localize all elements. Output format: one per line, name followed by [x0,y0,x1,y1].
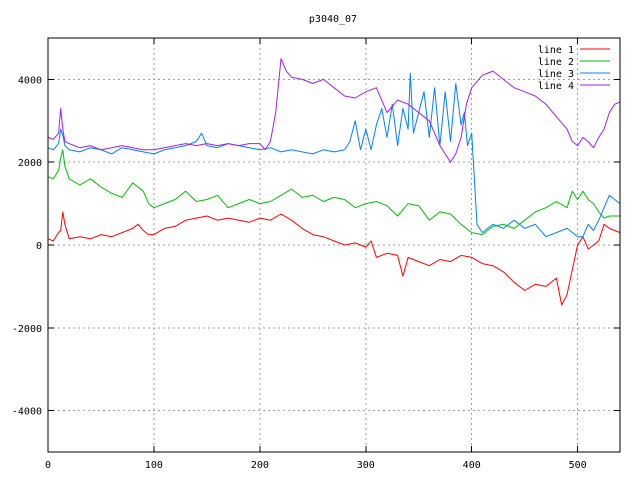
x-tick-label: 300 [357,460,375,471]
x-tick-label: 0 [45,460,51,471]
x-tick-label: 100 [145,460,163,471]
y-tick-label: 2000 [18,158,42,169]
series-line-4 [47,58,621,163]
x-tick-label: 200 [251,460,269,471]
legend-label: line 1 [538,45,574,56]
y-tick-label: 0 [36,241,42,252]
axis-ticks: 0 100 200 300 400 500 -4000 -2000 0 2000 4000 [12,38,620,471]
chart-title: p3040_07 [309,14,357,25]
y-tick-label: -4000 [12,407,42,418]
series-line-1 [47,211,621,306]
y-tick-label: 4000 [18,75,42,86]
legend-label: line 4 [538,81,574,92]
legend-label: line 3 [538,69,574,80]
series-layer [47,58,621,306]
series-line-3 [47,72,621,238]
series-line-2 [47,149,620,236]
legend-label: line 2 [538,57,574,68]
y-tick-label: -2000 [12,324,42,335]
x-tick-label: 500 [569,460,587,471]
grid [48,38,620,452]
x-tick-label: 400 [463,460,481,471]
